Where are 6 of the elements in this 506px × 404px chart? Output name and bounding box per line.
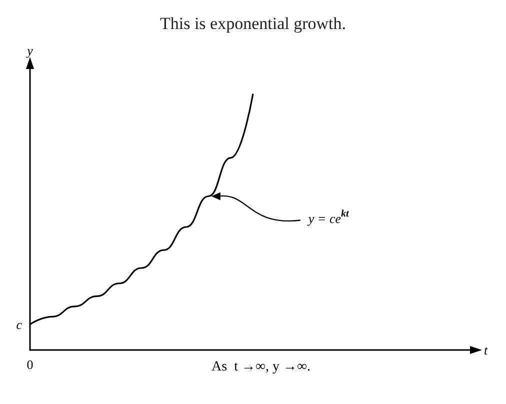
text: c xyxy=(16,316,22,332)
y-axis-title: y xyxy=(25,43,34,58)
chart-title: This is exponential growth. xyxy=(160,14,346,33)
text: 0 xyxy=(26,357,34,372)
x-axis-title: t xyxy=(484,342,488,358)
text: As t →∞, y →∞. xyxy=(212,360,310,374)
